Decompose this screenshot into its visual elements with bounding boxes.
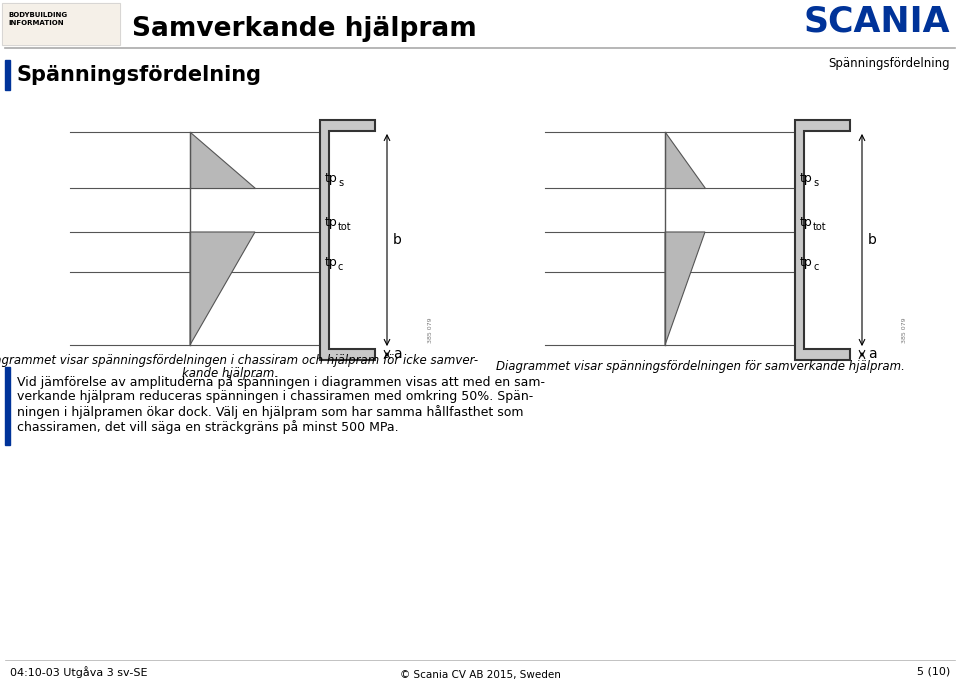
- Text: Spänningsfördelning: Spänningsfördelning: [17, 65, 262, 85]
- Text: chassiramen, det vill säga en sträckgräns på minst 500 MPa.: chassiramen, det vill säga en sträckgrän…: [17, 420, 398, 434]
- Polygon shape: [320, 120, 375, 360]
- Polygon shape: [795, 120, 850, 360]
- Text: tot: tot: [338, 222, 351, 232]
- Polygon shape: [665, 132, 705, 188]
- Text: verkande hjälpram reduceras spänningen i chassiramen med omkring 50%. Spän-: verkande hjälpram reduceras spänningen i…: [17, 390, 533, 403]
- Text: a: a: [393, 348, 401, 362]
- Bar: [5, 367, 10, 445]
- Polygon shape: [190, 232, 255, 345]
- Text: c: c: [813, 262, 818, 272]
- Text: Samverkande hjälpram: Samverkande hjälpram: [132, 16, 477, 42]
- Text: tp: tp: [325, 216, 338, 229]
- Text: Diagrammet visar spänningsfördelningen för samverkande hjälpram.: Diagrammet visar spänningsfördelningen f…: [495, 360, 904, 373]
- Text: tp: tp: [800, 216, 813, 229]
- Text: BODYBUILDING: BODYBUILDING: [8, 12, 67, 18]
- Polygon shape: [665, 232, 705, 345]
- Text: 5 (10): 5 (10): [917, 667, 950, 677]
- Text: tp: tp: [325, 256, 338, 269]
- Text: Diagrammet visar spänningsfördelningen i chassiram och hjälpram för icke samver-: Diagrammet visar spänningsfördelningen i…: [0, 354, 478, 367]
- Polygon shape: [190, 132, 255, 188]
- Text: SCANIA: SCANIA: [804, 5, 950, 39]
- Text: b: b: [868, 233, 876, 247]
- Text: c: c: [338, 262, 344, 272]
- Text: Vid jämförelse av amplituderna på spänningen i diagrammen visas att med en sam-: Vid jämförelse av amplituderna på spänni…: [17, 375, 545, 389]
- Text: 385 079: 385 079: [427, 317, 433, 343]
- Text: s: s: [813, 178, 818, 188]
- Bar: [5, 60, 10, 90]
- Text: 385 079: 385 079: [902, 317, 907, 343]
- Text: tp: tp: [800, 172, 813, 185]
- Text: tp: tp: [325, 172, 338, 185]
- Text: tot: tot: [813, 222, 827, 232]
- Text: ningen i hjälpramen ökar dock. Välj en hjälpram som har samma hållfasthet som: ningen i hjälpramen ökar dock. Välj en h…: [17, 405, 523, 419]
- Text: 04:10-03 Utgåva 3 sv-SE: 04:10-03 Utgåva 3 sv-SE: [10, 666, 148, 678]
- Text: a: a: [868, 348, 876, 362]
- Text: INFORMATION: INFORMATION: [8, 20, 63, 26]
- Text: Spänningsfördelning: Spänningsfördelning: [828, 57, 950, 70]
- Text: © Scania CV AB 2015, Sweden: © Scania CV AB 2015, Sweden: [399, 670, 561, 680]
- Text: kande hjälpram.: kande hjälpram.: [182, 367, 278, 380]
- Text: s: s: [338, 178, 343, 188]
- Text: b: b: [393, 233, 402, 247]
- Bar: [2, 3, 120, 45]
- Text: tp: tp: [800, 256, 813, 269]
- Bar: [2, 3, 120, 45]
